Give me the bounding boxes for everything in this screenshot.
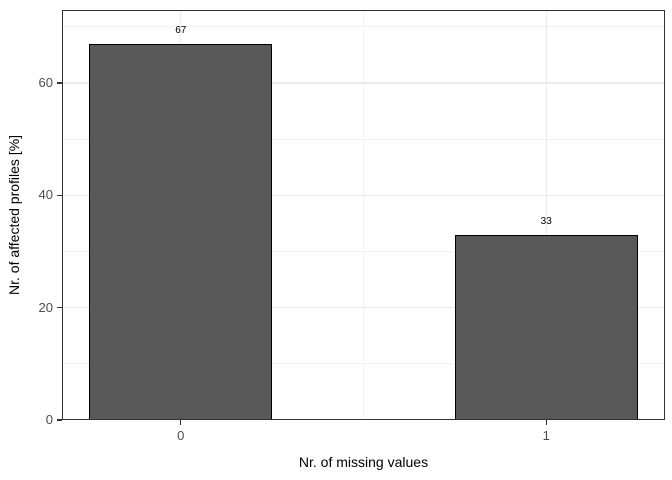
x-axis-title: Nr. of missing values xyxy=(298,454,429,470)
x-major-gridline xyxy=(545,10,547,420)
bar-value-label: 33 xyxy=(540,215,552,227)
y-tick-mark xyxy=(56,194,62,196)
y-tick-mark xyxy=(56,419,62,421)
x-minor-gridline xyxy=(363,10,364,420)
x-tick-mark xyxy=(180,420,182,425)
bar-value-label: 67 xyxy=(175,24,187,36)
y-tick-label: 20 xyxy=(38,299,53,315)
x-tick-label: 1 xyxy=(542,428,550,443)
plot-panel: 67 33 xyxy=(62,10,665,420)
y-major-gridline xyxy=(62,194,665,197)
y-tick-label: 0 xyxy=(45,412,53,427)
y-tick-label: 60 xyxy=(38,75,53,90)
y-axis-title: Nr. of affected profiles [%] xyxy=(6,134,22,296)
y-major-gridline xyxy=(62,82,665,84)
bar-x1 xyxy=(454,234,638,420)
x-tick-label: 0 xyxy=(177,428,185,443)
x-tick-mark xyxy=(545,420,547,425)
y-tick-label: 40 xyxy=(38,187,53,203)
bar-x0 xyxy=(89,43,273,420)
y-tick-mark xyxy=(56,82,62,84)
y-major-gridline xyxy=(62,306,665,309)
y-tick-mark xyxy=(56,307,62,309)
